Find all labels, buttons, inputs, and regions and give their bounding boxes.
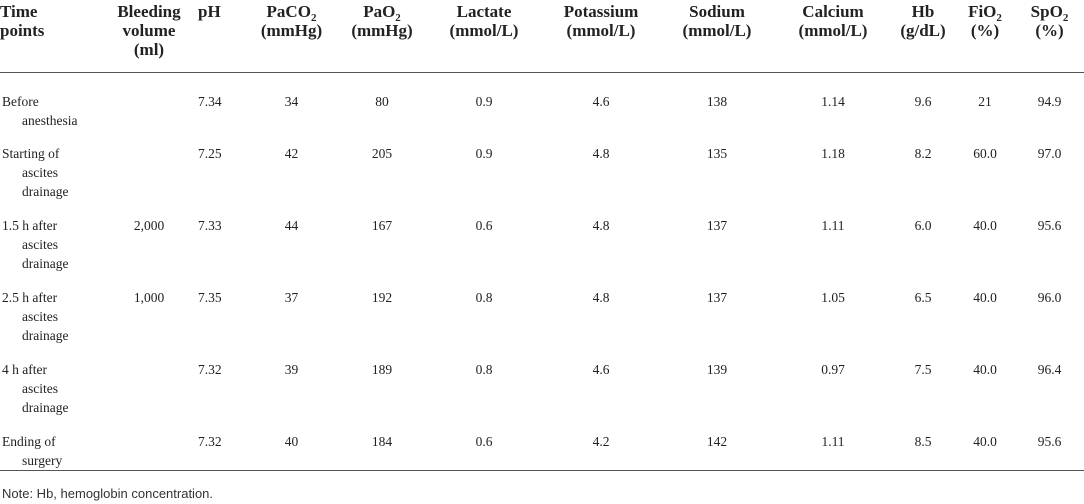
potassium-cell: 4.8 bbox=[592, 290, 610, 305]
lactate-cell: 0.9 bbox=[475, 146, 493, 161]
spo2-cell: 96.4 bbox=[1037, 362, 1062, 377]
table-row: Before anesthesia 7.34 34 80 0.9 4.6 138 … bbox=[0, 73, 1084, 136]
sodium-cell: 137 bbox=[706, 290, 728, 305]
hb-cell: 7.5 bbox=[914, 362, 932, 377]
lactate-cell: 0.8 bbox=[475, 290, 493, 305]
bleeding-cell: 1,000 bbox=[133, 290, 165, 305]
lactate-cell: 0.9 bbox=[475, 94, 493, 109]
bleeding-cell bbox=[100, 350, 198, 422]
spo2-cell: 95.6 bbox=[1015, 422, 1084, 471]
potassium-cell: 4.8 bbox=[592, 146, 610, 161]
ph-cell: 7.34 bbox=[198, 94, 222, 109]
calcium-cell: 1.11 bbox=[775, 422, 891, 471]
ph-cell: 7.33 bbox=[198, 218, 222, 233]
spo2-cell: 96.0 bbox=[1037, 290, 1062, 305]
sodium-cell: 135 bbox=[706, 146, 728, 161]
potassium-cell: 4.6 bbox=[592, 362, 610, 377]
hb-cell: 8.2 bbox=[914, 146, 932, 161]
ph-cell: 7.35 bbox=[198, 290, 222, 305]
fio2-cell: 40.0 bbox=[955, 422, 1015, 471]
lactate-cell: 0.6 bbox=[425, 422, 543, 471]
blood-gas-table: Time points Bleeding volume (ml) pH PaCO2 (m… bbox=[0, 0, 1084, 471]
table-row: 4 h after ascites drainage 7.32 39 189 0.8… bbox=[0, 350, 1084, 422]
fio2-cell: 60.0 bbox=[973, 146, 997, 161]
header-sodium: Sodium (mmol/L) bbox=[659, 0, 775, 73]
header-time-points: Time points bbox=[0, 0, 100, 73]
paco2-cell: 34 bbox=[284, 94, 299, 109]
hb-cell: 8.5 bbox=[891, 422, 955, 471]
header-paco2: PaCO2 (mmHg) bbox=[244, 0, 339, 73]
paco2-cell: 44 bbox=[284, 218, 299, 233]
ph-cell: 7.32 bbox=[198, 422, 244, 471]
time-point-cell: 4 h after ascites drainage bbox=[2, 362, 69, 415]
pao2-cell: 205 bbox=[371, 146, 393, 161]
table-footnote: Note: Hb, hemoglobin concentration. bbox=[2, 486, 214, 501]
potassium-cell: 4.6 bbox=[592, 94, 610, 109]
pao2-cell: 184 bbox=[339, 422, 425, 471]
header-potassium: Potassium (mmol/L) bbox=[543, 0, 659, 73]
pao2-cell: 189 bbox=[371, 362, 393, 377]
header-row: Time points Bleeding volume (ml) pH PaCO2 (m… bbox=[0, 0, 1084, 73]
header-ph: pH bbox=[198, 0, 244, 73]
fio2-cell: 21 bbox=[978, 94, 992, 109]
lactate-cell: 0.6 bbox=[475, 218, 493, 233]
sodium-cell: 139 bbox=[706, 362, 728, 377]
pao2-cell: 192 bbox=[371, 290, 393, 305]
bleeding-cell: 2,000 bbox=[133, 218, 165, 233]
bleeding-cell bbox=[100, 73, 198, 136]
header-spo2: SpO2 (%) bbox=[1015, 0, 1084, 73]
sodium-cell: 142 bbox=[659, 422, 775, 471]
header-fio2: FiO2 (%) bbox=[955, 0, 1015, 73]
header-hb: Hb (g/dL) bbox=[891, 0, 955, 73]
fio2-cell: 40.0 bbox=[973, 362, 997, 377]
potassium-cell: 4.2 bbox=[543, 422, 659, 471]
calcium-cell: 1.11 bbox=[821, 218, 845, 233]
time-point-cell: Ending of surgery bbox=[0, 422, 100, 471]
ph-cell: 7.32 bbox=[198, 362, 222, 377]
spo2-cell: 95.6 bbox=[1037, 218, 1062, 233]
bleeding-cell bbox=[100, 135, 198, 206]
table-row: Starting of ascites drainage 7.25 42 205 0… bbox=[0, 135, 1084, 206]
header-pao2: PaO2 (mmHg) bbox=[339, 0, 425, 73]
hb-cell: 6.5 bbox=[914, 290, 932, 305]
bleeding-cell bbox=[100, 422, 198, 471]
time-point-cell: 2.5 h after ascites drainage bbox=[2, 290, 69, 343]
ph-cell: 7.25 bbox=[198, 146, 222, 161]
header-bleeding-volume: Bleeding volume (ml) bbox=[100, 0, 198, 73]
potassium-cell: 4.8 bbox=[592, 218, 610, 233]
table-row: Ending of surgery 7.32 40 184 0.6 4.2 142… bbox=[0, 422, 1084, 471]
paco2-cell: 42 bbox=[284, 146, 299, 161]
spo2-cell: 97.0 bbox=[1037, 146, 1062, 161]
fio2-cell: 40.0 bbox=[973, 290, 997, 305]
time-point-cell: Before anesthesia bbox=[2, 94, 78, 128]
time-point-cell: Starting of ascites drainage bbox=[2, 146, 69, 199]
paco2-cell: 39 bbox=[284, 362, 299, 377]
pao2-cell: 80 bbox=[375, 94, 389, 109]
paco2-cell: 40 bbox=[244, 422, 339, 471]
sodium-cell: 138 bbox=[706, 94, 728, 109]
spo2-cell: 94.9 bbox=[1037, 94, 1062, 109]
header-calcium: Calcium (mmol/L) bbox=[775, 0, 891, 73]
table-row: 2.5 h after ascites drainage 1,000 7.35 37… bbox=[0, 278, 1084, 350]
sodium-cell: 137 bbox=[706, 218, 728, 233]
lactate-cell: 0.8 bbox=[475, 362, 493, 377]
hb-cell: 6.0 bbox=[914, 218, 932, 233]
time-point-cell: 1.5 h after ascites drainage bbox=[2, 218, 69, 271]
paco2-cell: 37 bbox=[284, 290, 299, 305]
calcium-cell: 1.14 bbox=[821, 94, 845, 109]
pao2-cell: 167 bbox=[371, 218, 393, 233]
header-lactate: Lactate (mmol/L) bbox=[425, 0, 543, 73]
calcium-cell: 1.05 bbox=[821, 290, 845, 305]
table-row: 1.5 h after ascites drainage 2,000 7.33 44… bbox=[0, 206, 1084, 278]
hb-cell: 9.6 bbox=[914, 94, 932, 109]
calcium-cell: 0.97 bbox=[821, 362, 845, 377]
fio2-cell: 40.0 bbox=[973, 218, 997, 233]
calcium-cell: 1.18 bbox=[821, 146, 845, 161]
